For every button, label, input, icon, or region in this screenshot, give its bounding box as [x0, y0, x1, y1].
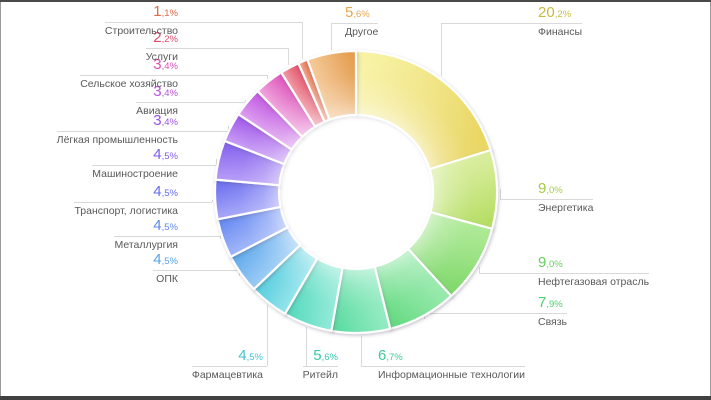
- callout-line-v: [302, 22, 303, 59]
- callout-line-v: [228, 125, 229, 131]
- category-label: Нефтегазовая отрасль: [538, 276, 650, 288]
- callout-line-h: [92, 165, 216, 166]
- callout-line-h: [479, 273, 649, 274]
- callout-line-v: [216, 159, 217, 165]
- callout-line-v: [479, 266, 480, 273]
- callout-line-v: [212, 199, 213, 202]
- category-label: Сельское хозяйство: [80, 78, 178, 90]
- percent-value: 2,2%: [153, 29, 178, 46]
- callout-line-h: [499, 199, 593, 200]
- category-label: Услуги: [145, 51, 178, 63]
- callout-line-v: [306, 327, 307, 366]
- callout-line-v: [500, 189, 501, 199]
- percent-value: 20,2%: [538, 4, 572, 21]
- callout-line-h: [192, 366, 267, 367]
- callout-line-h: [105, 22, 302, 23]
- percent-value: 3,4%: [153, 112, 178, 129]
- percent-value: 4,5%: [153, 183, 178, 200]
- category-label: Фармацевтика: [191, 369, 263, 381]
- category-label: Другое: [345, 26, 379, 38]
- callout-line-h: [153, 270, 239, 271]
- callout-line-h: [74, 202, 213, 203]
- category-label: Энергетика: [538, 202, 594, 214]
- percent-value: 4,5%: [153, 217, 178, 234]
- percent-value: 9,0%: [538, 180, 563, 197]
- category-label: Строительство: [104, 25, 178, 37]
- callout-line-v: [288, 48, 289, 65]
- category-label: Финансы: [538, 26, 583, 38]
- category-label: Связь: [538, 316, 568, 328]
- percent-value: 5,6%: [345, 4, 370, 21]
- percent-value: 3,4%: [153, 83, 178, 100]
- callout-line-h: [136, 102, 246, 103]
- callout-line-v: [220, 236, 221, 240]
- category-label: Лёгкая промышленность: [56, 134, 178, 146]
- percent-value: 4,5%: [238, 347, 263, 364]
- percent-value: 5,6%: [313, 347, 338, 364]
- callout-line-h: [114, 236, 221, 237]
- percent-value: 4,5%: [153, 251, 178, 268]
- category-label: Транспорт, логистика: [74, 205, 178, 217]
- callout-line-v: [267, 75, 268, 79]
- percent-value: 4,5%: [153, 146, 178, 163]
- callout-line-v: [441, 23, 442, 77]
- callout-line-h: [80, 75, 268, 76]
- percent-value: 3,4%: [153, 56, 178, 73]
- callout-line-v: [245, 100, 246, 102]
- callout-line-v: [361, 335, 362, 366]
- callout-line-h: [360, 366, 525, 367]
- callout-line-h: [424, 313, 567, 314]
- donut-highlight: [215, 51, 497, 333]
- callout-line-h: [441, 23, 582, 24]
- callout-line-h: [146, 48, 289, 49]
- percent-value: 9,0%: [538, 254, 563, 271]
- category-label: Металлургия: [114, 239, 179, 251]
- callout-line-v: [331, 23, 332, 51]
- callout-line-h: [57, 131, 229, 132]
- callout-line-v: [267, 304, 268, 366]
- category-label: Ритейл: [302, 369, 338, 381]
- category-label: ОПК: [156, 273, 178, 285]
- callout-line-h: [330, 23, 378, 24]
- callout-line-h: [303, 366, 338, 367]
- percent-value: 7,9%: [538, 294, 563, 311]
- category-label: Информационные технологии: [378, 369, 525, 381]
- percent-value: 1,1%: [153, 3, 178, 20]
- category-label: Авиация: [136, 105, 178, 117]
- category-label: Машиностроение: [92, 168, 178, 180]
- percent-value: 6,7%: [378, 347, 403, 364]
